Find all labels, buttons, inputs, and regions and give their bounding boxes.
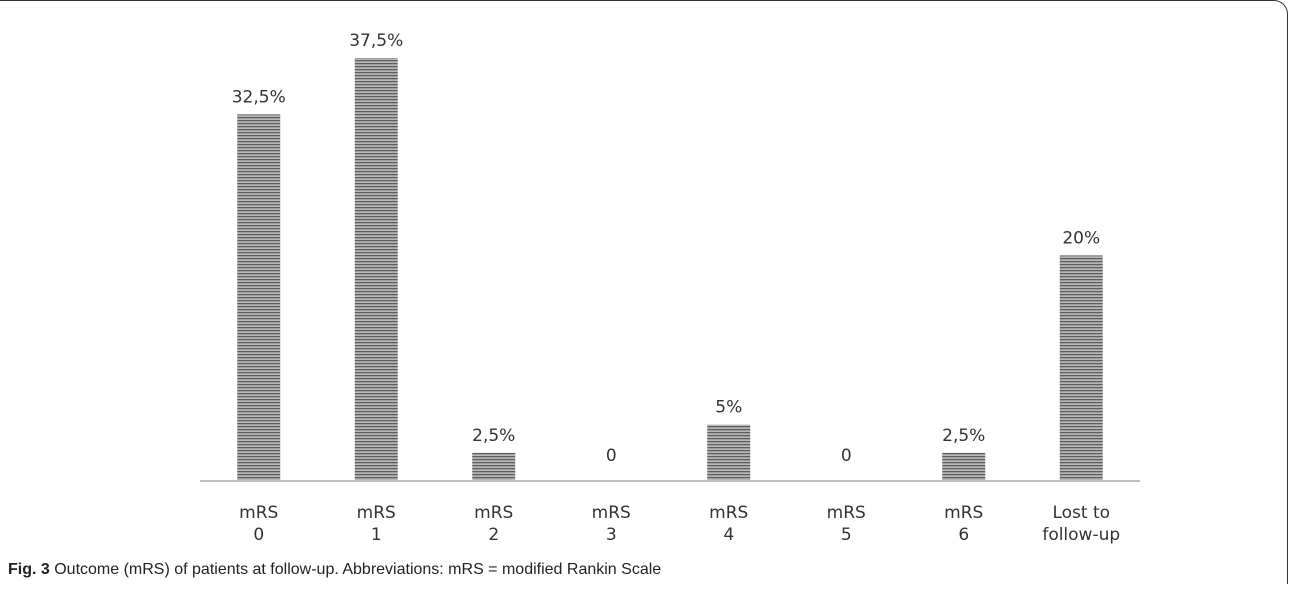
tick-label-7-1: follow-up — [1042, 525, 1120, 545]
tick-label-3-1: 3 — [606, 525, 617, 545]
caption-text: Outcome (mRS) of patients at follow-up. … — [49, 561, 662, 578]
data-label-3: 0 — [606, 446, 617, 466]
tick-label-0-0: mRS — [239, 503, 278, 523]
caption-label: Fig. 3 — [8, 561, 50, 578]
data-label-0: 32,5% — [232, 87, 286, 107]
tick-label-4-1: 4 — [723, 525, 734, 545]
data-label-1: 37,5% — [349, 31, 403, 51]
bar-7 — [1059, 255, 1103, 481]
tick-label-2-1: 2 — [488, 525, 499, 545]
figure-caption: Fig. 3 Outcome (mRS) of patients at foll… — [8, 561, 661, 579]
tick-label-5-1: 5 — [841, 525, 852, 545]
data-label-7: 20% — [1062, 228, 1100, 248]
bar-2 — [472, 452, 516, 481]
tick-label-5-0: mRS — [827, 503, 866, 523]
data-label-2: 2,5% — [472, 426, 515, 446]
data-label-5: 0 — [841, 446, 852, 466]
tick-label-7-0: Lost to — [1052, 503, 1110, 523]
bar-4 — [707, 424, 751, 481]
data-label-4: 5% — [715, 398, 742, 418]
tick-label-1-1: 1 — [371, 525, 382, 545]
tick-label-4-0: mRS — [709, 503, 748, 523]
tick-label-6-0: mRS — [944, 503, 983, 523]
bar-6 — [942, 452, 986, 481]
bar-0 — [237, 114, 281, 482]
tick-label-1-0: mRS — [357, 503, 396, 523]
bar-chart: 32,5%37,5%2,5%05%02,5%20% mRS0mRS1mRS2mR… — [200, 31, 1140, 545]
data-label-6: 2,5% — [942, 426, 985, 446]
tick-label-2-0: mRS — [474, 503, 513, 523]
tick-label-6-1: 6 — [958, 525, 969, 545]
tick-label-0-1: 0 — [253, 525, 264, 545]
tick-label-3-0: mRS — [592, 503, 631, 523]
bar-1 — [354, 58, 398, 481]
